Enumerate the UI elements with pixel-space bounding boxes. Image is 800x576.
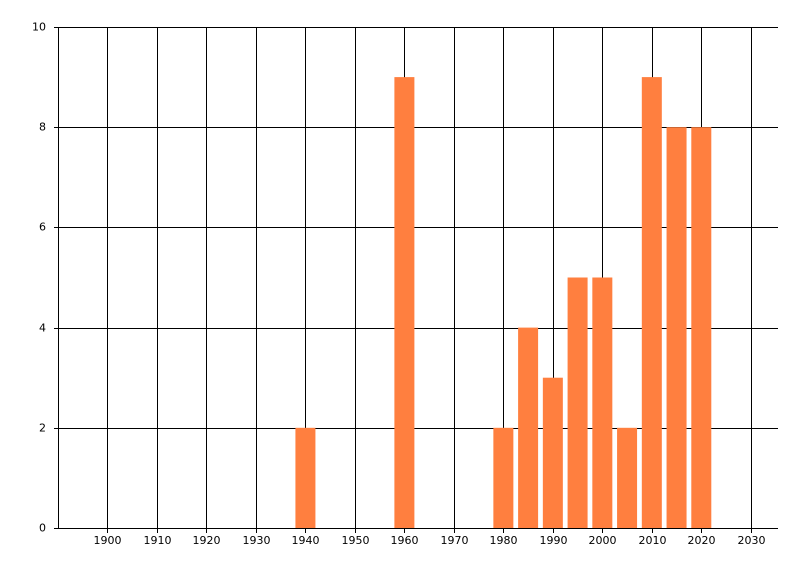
x-tick-label: 1930 <box>243 534 271 547</box>
bar <box>493 427 514 528</box>
y-tick-label: 0 <box>39 522 46 535</box>
bar <box>567 277 588 528</box>
bar <box>691 127 712 528</box>
bar <box>542 377 563 528</box>
y-tick-label: 8 <box>39 121 46 134</box>
bar <box>592 277 613 528</box>
bar <box>641 77 662 528</box>
x-tick-label: 1980 <box>490 534 518 547</box>
y-tick-label: 10 <box>32 21 46 34</box>
x-tick-label: 2030 <box>738 534 766 547</box>
x-tick-label: 1920 <box>193 534 221 547</box>
x-tick-label: 1900 <box>94 534 122 547</box>
bar <box>295 427 316 528</box>
x-tick-label: 1960 <box>391 534 419 547</box>
x-tick-label: 1940 <box>292 534 320 547</box>
bar <box>394 77 415 528</box>
x-tick-label: 2010 <box>639 534 667 547</box>
y-tick-label: 4 <box>39 322 46 335</box>
x-tick-label: 1970 <box>441 534 469 547</box>
x-tick-label: 1990 <box>540 534 568 547</box>
y-tick-label: 6 <box>39 221 46 234</box>
x-tick-label: 1910 <box>144 534 172 547</box>
bar <box>666 127 687 528</box>
y-tick-label: 2 <box>39 422 46 435</box>
x-tick-label: 1950 <box>342 534 370 547</box>
bar <box>518 327 539 528</box>
x-tick-label: 2020 <box>688 534 716 547</box>
bar <box>617 427 638 528</box>
x-tick-label: 2000 <box>589 534 617 547</box>
